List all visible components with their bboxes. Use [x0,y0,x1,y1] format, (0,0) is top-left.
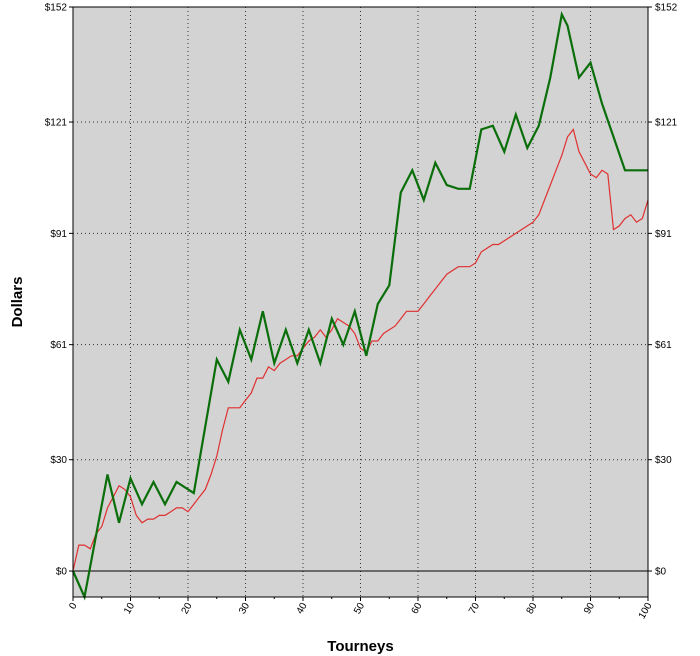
series-lines [71,10,649,601]
y-tick-label-right: $30 [655,455,672,466]
y-tick-label-right: $152 [655,3,678,14]
series-line-0 [71,10,648,601]
x-tick-label: 90 [582,601,597,617]
axis-ticks: 0 10 20 30 40 50 60 70 80 90 100 $0 $0 $30 $30 $61 $61 $9… [45,3,678,621]
y-axis-title: Dollars [9,277,26,328]
x-tick-label: 70 [467,601,482,617]
x-tick-label: 20 [180,601,195,617]
x-tick-label: 30 [237,601,252,617]
grid-lines [73,6,648,597]
y-tick-label: $0 [56,567,68,578]
x-tick-label: 50 [352,601,367,617]
series-line-1 [72,128,649,572]
x-axis-title: Tourneys [327,638,393,655]
x-tick-label: 40 [295,601,310,617]
y-tick-label-right: $61 [655,340,672,351]
y-tick-label: $30 [50,455,67,466]
x-tick-label: 80 [525,601,540,617]
x-tick-label: 60 [410,601,425,617]
x-tick-label: 10 [122,601,137,617]
y-tick-label: $121 [45,118,68,129]
x-tick-label: 100 [637,601,655,621]
y-tick-label-right: $0 [655,567,667,578]
y-tick-label-right: $121 [655,118,678,129]
y-tick-label: $61 [50,340,67,351]
y-tick-label-right: $91 [655,229,672,240]
y-tick-label: $91 [50,229,67,240]
y-tick-label: $152 [45,3,68,14]
x-tick-label: 0 [67,601,80,612]
